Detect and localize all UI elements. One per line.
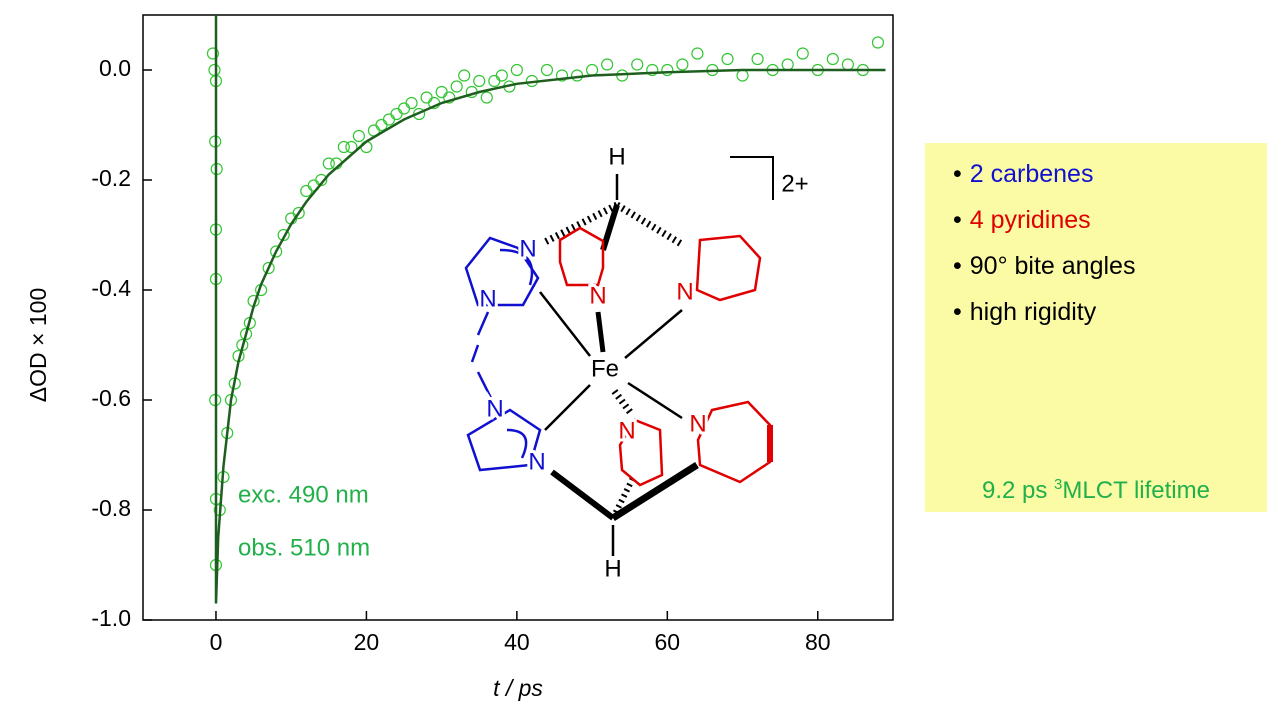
y-axis-label: ΔOD × 100 (25, 288, 51, 402)
data-point (601, 58, 614, 71)
data-point (262, 261, 275, 275)
atom: N (519, 235, 536, 262)
y-tick-label: -1.0 (91, 605, 131, 631)
data-point (585, 63, 599, 77)
atom: N (479, 285, 496, 312)
data-point (239, 327, 253, 341)
atom: N (676, 278, 693, 305)
atom: H (608, 143, 625, 170)
atom: N (618, 417, 635, 444)
data-point (555, 69, 569, 82)
result-text: MLCT lifetime (1062, 477, 1210, 504)
data-point (691, 47, 704, 60)
data-point (841, 58, 854, 71)
data-point (540, 63, 554, 77)
annotation: exc. 490 nm (238, 481, 369, 508)
feature-text: 4 pyridines (969, 206, 1091, 234)
x-axis-label: t / ps (493, 675, 543, 701)
feature: 90° bite angles (953, 243, 1267, 289)
summary-panel: 2 carbenes 4 pyridines 90° bite angles h… (925, 143, 1267, 512)
feature: 2 carbenes (953, 151, 1267, 197)
x-tick-label: 80 (805, 629, 831, 655)
data-point (480, 91, 493, 104)
data-point (796, 47, 809, 60)
data-point (495, 69, 508, 82)
x-tick-label: 40 (504, 629, 530, 655)
data-point (270, 245, 283, 258)
data-point (345, 140, 358, 154)
feature: high rigidity (953, 289, 1267, 335)
y-tick-label: -0.8 (91, 495, 131, 521)
result: 9.2 ps 3MLCT lifetime (925, 476, 1267, 505)
pyridine-rings (558, 226, 773, 487)
atom: N (689, 410, 706, 437)
plot-frame (142, 14, 894, 621)
data-point (420, 91, 433, 104)
y-tick-label: -0.4 (91, 275, 131, 301)
atom: N (528, 448, 545, 475)
atom: N (486, 395, 503, 422)
data-point (375, 118, 388, 132)
feature-list: 2 carbenes 4 pyridines 90° bite angles h… (925, 143, 1267, 335)
data-point (390, 107, 403, 121)
feature: 4 pyridines (953, 197, 1267, 243)
data-point (206, 47, 220, 60)
atom: Fe (591, 355, 619, 382)
data-point (510, 63, 523, 77)
data-point (382, 113, 396, 126)
data-point (631, 58, 644, 71)
atom: N (589, 282, 606, 309)
data-point (397, 102, 411, 115)
data-point (721, 52, 734, 66)
data-point (826, 52, 839, 66)
data-point (300, 184, 313, 198)
x-tick-label: 20 (354, 629, 380, 655)
bonds (539, 156, 774, 556)
atom-labels: H Fe H N N N N N N N N N N 2+ (479, 143, 809, 583)
data-point (871, 36, 885, 49)
data-point (781, 58, 794, 71)
feature-text: 90° bite angles (969, 252, 1136, 280)
data-point (322, 157, 335, 170)
data-point (661, 63, 674, 77)
fit-line (214, 15, 886, 604)
imidazole-rings (464, 236, 542, 472)
data-point (360, 140, 373, 154)
data-point (646, 63, 659, 77)
y-tick-label: -0.2 (91, 165, 131, 191)
data-point (736, 69, 749, 82)
result-text: 9.2 ps (982, 477, 1055, 504)
data-point (458, 69, 471, 82)
superscript: 3 (1054, 476, 1063, 493)
feature-text: high rigidity (969, 298, 1097, 326)
y-tick-label: 0.0 (99, 55, 131, 81)
data-point (488, 74, 501, 88)
data-point (405, 96, 418, 110)
data-point (292, 206, 305, 220)
data-point (277, 228, 290, 242)
data-point (473, 74, 486, 88)
data-point (676, 58, 689, 71)
data-point (443, 91, 456, 104)
y-tick-label: -0.6 (91, 385, 131, 411)
data-point (352, 129, 365, 143)
x-tick-label: 0 (210, 629, 223, 655)
x-tick-label: 60 (655, 629, 681, 655)
feature-text: 2 carbenes (969, 160, 1094, 188)
annotation: obs. 510 nm (238, 534, 370, 561)
data-point (751, 52, 764, 66)
molecule (464, 156, 774, 556)
charge: 2+ (781, 170, 808, 197)
data-point (208, 63, 221, 77)
atom: H (604, 555, 621, 582)
data-point (337, 140, 350, 154)
data-point (450, 80, 463, 93)
data-point (435, 85, 448, 99)
